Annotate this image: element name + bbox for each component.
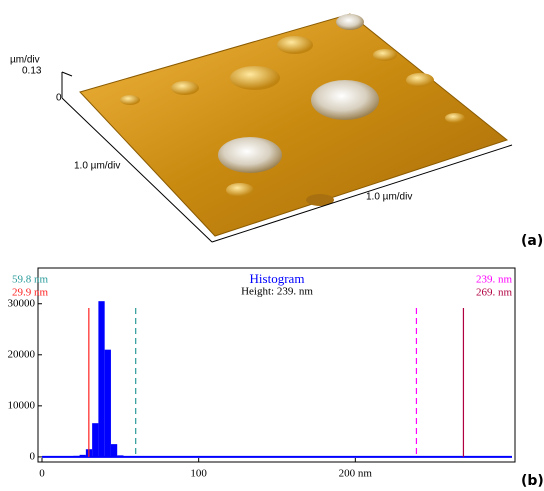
y-tick-label: 20000: [8, 348, 36, 360]
x-tick-label: 200 nm: [339, 468, 373, 480]
y-tick-label: 10000: [8, 399, 36, 411]
bar: [111, 444, 117, 457]
chart-subtitle: Height: 239. nm: [241, 286, 313, 298]
bar: [105, 350, 111, 457]
marker-label: 59.8 nm: [12, 274, 49, 286]
z-max: 0.13: [22, 66, 42, 77]
bar: [117, 455, 123, 457]
bar: [98, 301, 104, 457]
afm-surface: [80, 14, 507, 236]
z-unit: µm/div: [10, 55, 40, 66]
bar: [92, 423, 98, 457]
marker-label: 29.9 nm: [12, 287, 49, 299]
y-tick-label: 30000: [8, 297, 36, 309]
y-axis-label: 1.0 µm/div: [74, 161, 120, 172]
bar: [73, 456, 79, 457]
y-tick-label: 0: [30, 450, 36, 462]
panel-tag: (a): [521, 233, 543, 249]
x-axis-label: 1.0 µm/div: [366, 192, 412, 203]
panel-tag: (b): [521, 473, 544, 489]
figure: µm/div 0.13 0 1.0 µm/div 1.0 µm/div (a) …: [0, 0, 544, 491]
z-zero: 0: [56, 93, 62, 104]
marker-label: 239. nm: [476, 274, 513, 286]
chart-title: Histogram: [250, 271, 305, 286]
x-tick-label: 100: [190, 468, 207, 480]
marker-label: 269. nm: [476, 287, 513, 299]
x-tick-label: 0: [39, 468, 45, 480]
bar: [80, 455, 86, 457]
